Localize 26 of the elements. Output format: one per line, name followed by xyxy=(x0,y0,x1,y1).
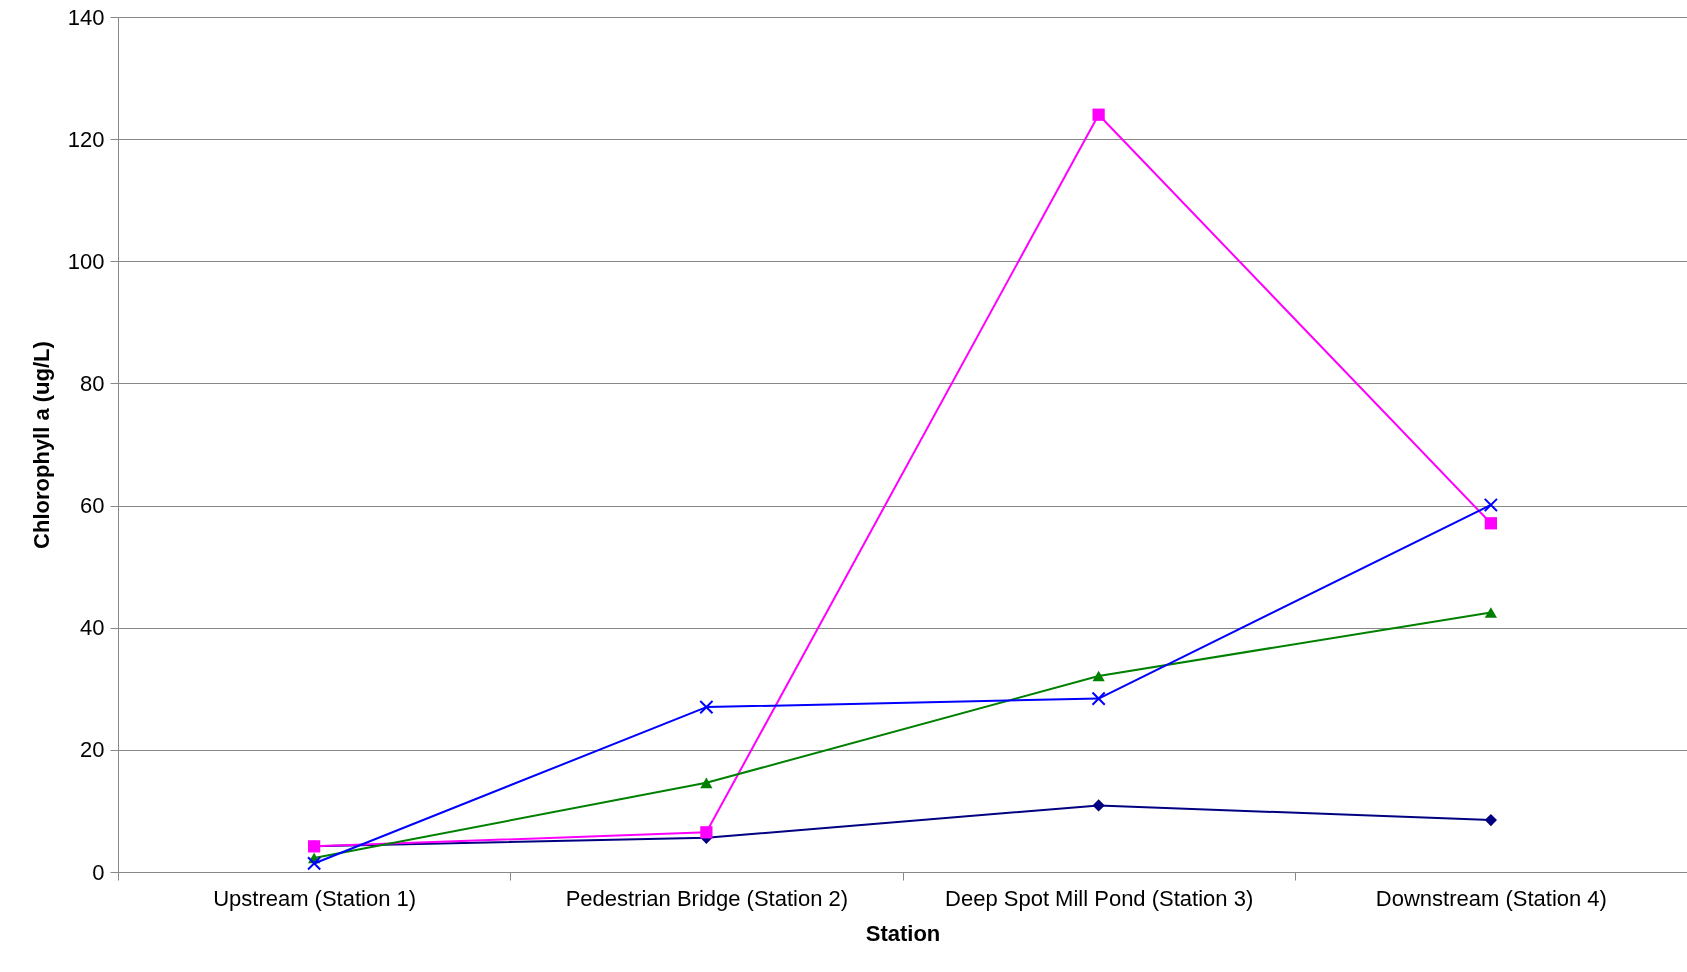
y-axis-title: Chlorophyll a (ug/L) xyxy=(28,341,54,549)
y-tick-label: 0 xyxy=(92,859,105,885)
y-tick-label: 140 xyxy=(67,4,105,30)
point xyxy=(1092,108,1105,121)
point xyxy=(1484,517,1497,530)
point xyxy=(1092,670,1105,682)
y-tick-label: 60 xyxy=(80,493,105,519)
point xyxy=(700,777,713,789)
point xyxy=(1484,813,1497,827)
point xyxy=(700,826,713,839)
x-tick-label: Upstream (Station 1) xyxy=(213,885,417,911)
y-tick-label: 80 xyxy=(80,370,105,396)
point xyxy=(1091,691,1106,706)
y-tick-label: 20 xyxy=(80,737,105,763)
x-tick-label: Pedestrian Bridge (Station 2) xyxy=(565,885,849,911)
point xyxy=(1483,497,1498,513)
y-tick-label: 100 xyxy=(67,248,105,274)
point xyxy=(1092,799,1105,812)
y-tick-label: 120 xyxy=(67,126,105,152)
x-tick-label: Deep Spot Mill Pond (Station 3) xyxy=(945,885,1254,911)
point xyxy=(699,699,714,715)
point xyxy=(1484,607,1497,618)
point xyxy=(307,856,322,871)
x-tick-label: Downstream (Station 4) xyxy=(1375,885,1607,911)
y-tick-label: 40 xyxy=(80,615,105,641)
x-axis-title: Station xyxy=(865,920,941,946)
